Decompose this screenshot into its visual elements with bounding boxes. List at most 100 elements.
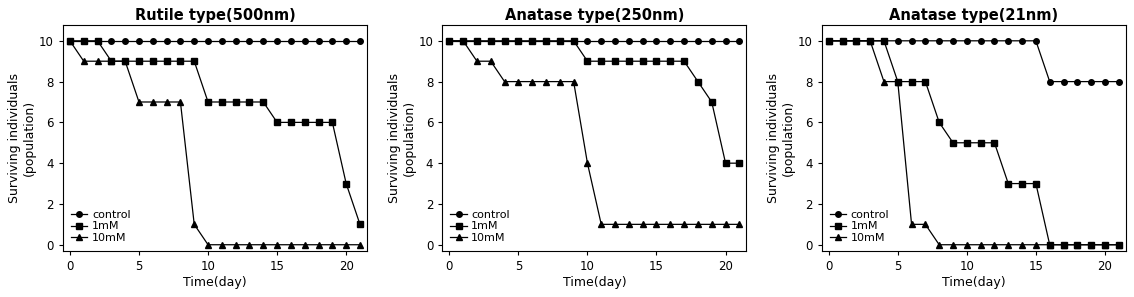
1mM [174, 59, 187, 63]
10mM [553, 80, 567, 83]
10mM [270, 243, 284, 247]
10mM [663, 222, 677, 226]
10mM [1112, 243, 1126, 247]
1mM [270, 121, 284, 124]
Title: Rutile type(500nm): Rutile type(500nm) [135, 8, 295, 23]
1mM [905, 80, 919, 83]
control [484, 39, 498, 42]
1mM [325, 121, 339, 124]
control [705, 39, 719, 42]
10mM [312, 243, 325, 247]
control [339, 39, 353, 42]
Title: Anatase type(21nm): Anatase type(21nm) [889, 8, 1058, 23]
control [64, 39, 77, 42]
control [353, 39, 366, 42]
1mM [498, 39, 511, 42]
1mM [822, 39, 836, 42]
10mM [539, 80, 552, 83]
control [298, 39, 312, 42]
control [594, 39, 608, 42]
Line: 1mM: 1mM [67, 38, 363, 227]
control [581, 39, 594, 42]
1mM [553, 39, 567, 42]
1mM [539, 39, 552, 42]
10mM [891, 80, 905, 83]
Line: control: control [67, 38, 363, 44]
control [525, 39, 539, 42]
Line: control: control [447, 38, 742, 44]
10mM [705, 222, 719, 226]
control [1084, 80, 1098, 83]
control [256, 39, 270, 42]
1mM [1043, 243, 1057, 247]
1mM [133, 59, 146, 63]
control [919, 39, 932, 42]
10mM [974, 243, 988, 247]
10mM [174, 100, 187, 104]
10mM [146, 100, 160, 104]
10mM [946, 243, 959, 247]
1mM [836, 39, 849, 42]
control [77, 39, 91, 42]
control [691, 39, 704, 42]
1mM [104, 59, 118, 63]
1mM [663, 59, 677, 63]
1mM [1070, 243, 1084, 247]
1mM [187, 59, 201, 63]
10mM [691, 222, 704, 226]
10mM [511, 80, 525, 83]
control [187, 39, 201, 42]
1mM [974, 141, 988, 145]
control [1098, 80, 1111, 83]
control [160, 39, 174, 42]
1mM [243, 100, 256, 104]
10mM [677, 222, 691, 226]
10mM [863, 39, 877, 42]
1mM [64, 39, 77, 42]
1mM [484, 39, 498, 42]
Line: 10mM: 10mM [67, 38, 363, 247]
10mM [608, 222, 621, 226]
control [104, 39, 118, 42]
1mM [705, 100, 719, 104]
1mM [863, 39, 877, 42]
10mM [456, 39, 469, 42]
10mM [64, 39, 77, 42]
1mM [567, 39, 581, 42]
1mM [877, 39, 890, 42]
1mM [298, 121, 312, 124]
Legend: control, 1mM, 10mM: control, 1mM, 10mM [68, 208, 133, 245]
1mM [636, 59, 650, 63]
10mM [243, 243, 256, 247]
control [118, 39, 132, 42]
1mM [719, 161, 733, 165]
1mM [1098, 243, 1111, 247]
Line: control: control [826, 38, 1122, 84]
control [567, 39, 581, 42]
control [325, 39, 339, 42]
1mM [525, 39, 539, 42]
1mM [77, 39, 91, 42]
1mM [339, 182, 353, 185]
10mM [442, 39, 456, 42]
10mM [1029, 243, 1042, 247]
control [863, 39, 877, 42]
control [285, 39, 298, 42]
control [1029, 39, 1042, 42]
X-axis label: Time(day): Time(day) [562, 276, 626, 289]
control [201, 39, 214, 42]
1mM [1057, 243, 1070, 247]
control [891, 39, 905, 42]
10mM [932, 243, 946, 247]
10mM [471, 59, 484, 63]
10mM [1015, 243, 1029, 247]
10mM [353, 243, 366, 247]
10mM [849, 39, 863, 42]
1mM [919, 80, 932, 83]
10mM [623, 222, 636, 226]
10mM [594, 222, 608, 226]
control [1057, 80, 1070, 83]
10mM [733, 222, 746, 226]
10mM [498, 80, 511, 83]
control [822, 39, 836, 42]
